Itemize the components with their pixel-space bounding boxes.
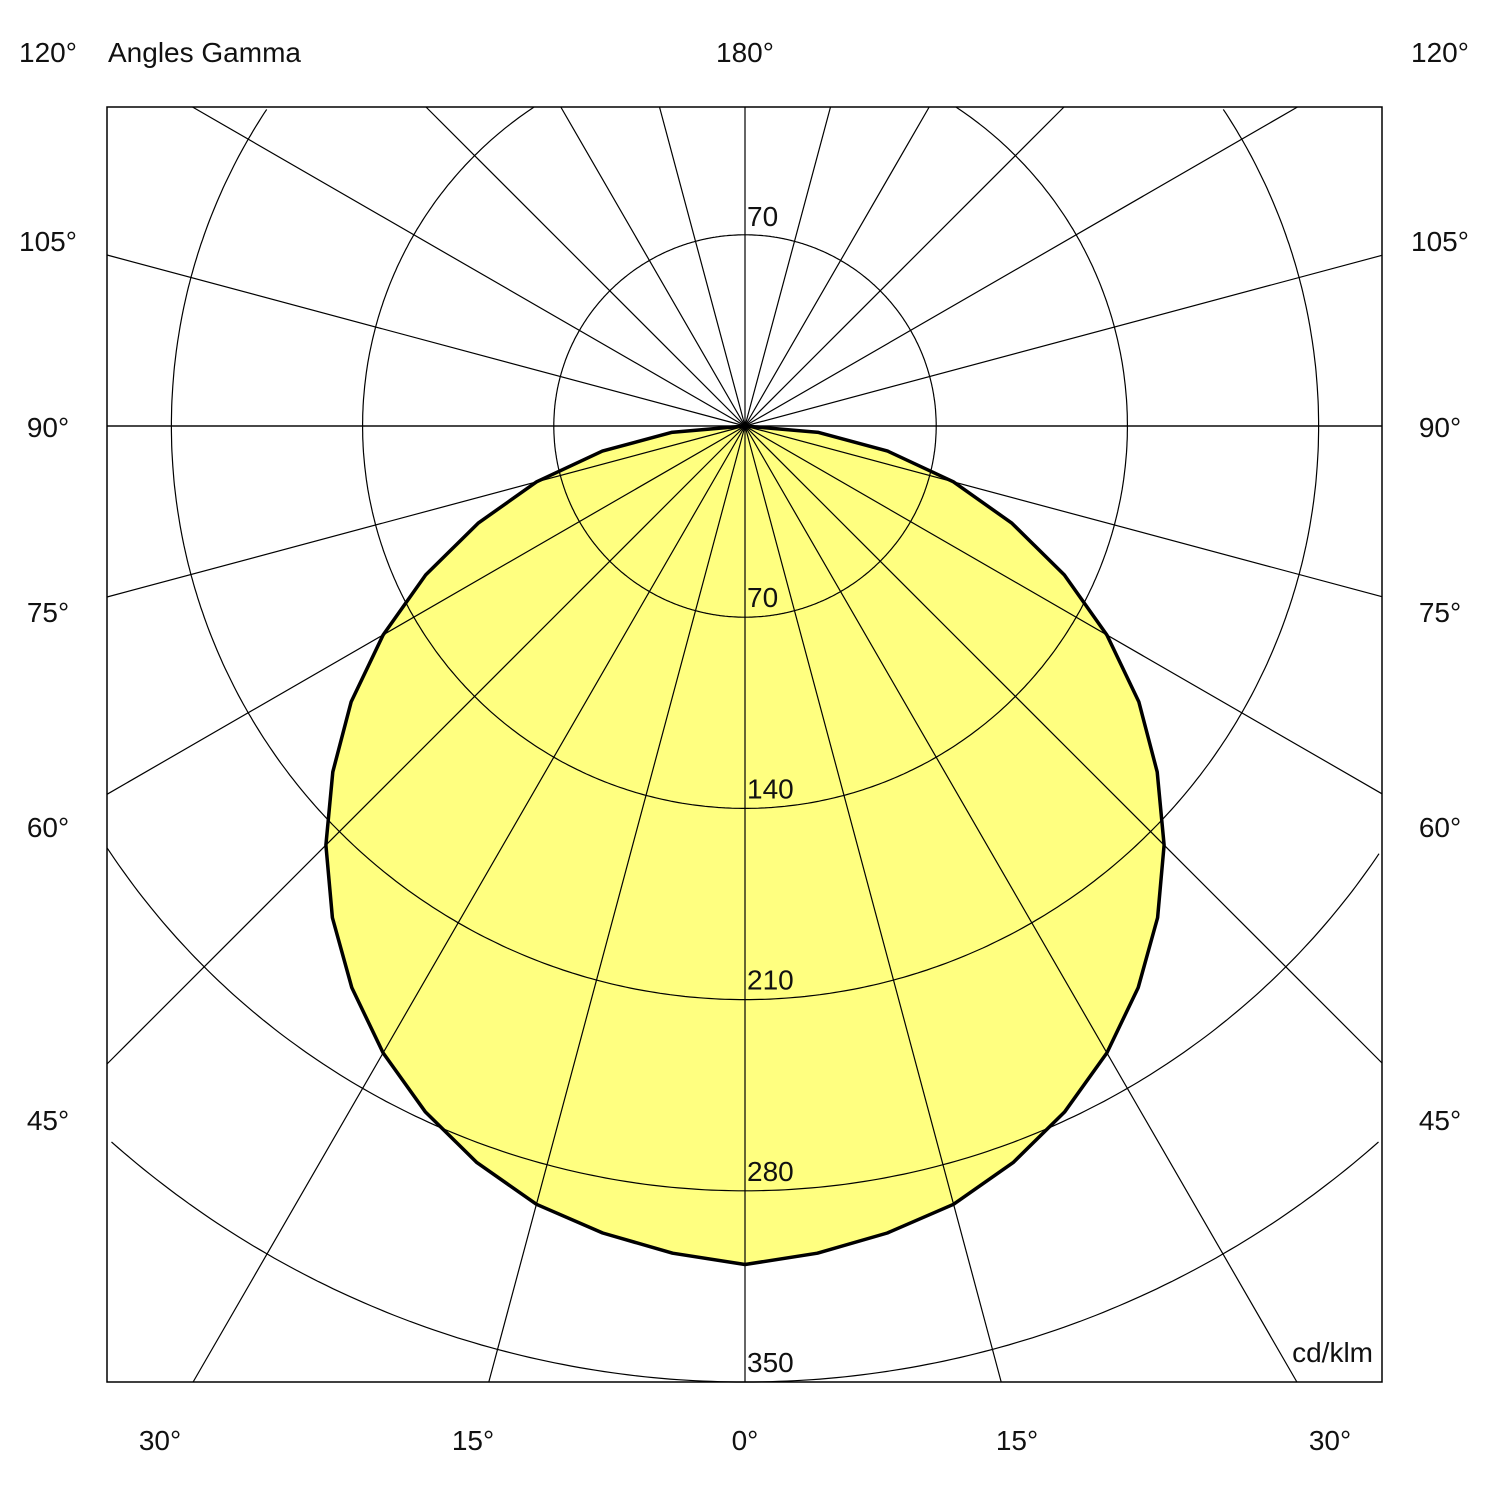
intensity-curve — [324, 424, 1166, 1267]
grid-ring — [106, 847, 1380, 1192]
right-angle-label: 45° — [1419, 1105, 1461, 1136]
radial-line — [425, 106, 746, 427]
grid-ring — [170, 109, 1320, 1001]
radial-line — [744, 106, 1298, 427]
left-angle-label: 60° — [27, 812, 69, 843]
left-angle-label: 120° — [19, 37, 77, 68]
left-angle-label: 90° — [27, 412, 69, 443]
radial-line — [560, 106, 746, 427]
right-angle-label: 120° — [1411, 37, 1469, 68]
radial-line — [106, 425, 746, 795]
left-angle-label: 75° — [27, 597, 69, 628]
upper-ring-label: 70 — [747, 201, 778, 232]
plot-frame — [106, 106, 1383, 1383]
radial-line — [106, 254, 746, 427]
radial-line — [106, 425, 746, 598]
right-angle-label: 90° — [1419, 412, 1461, 443]
ring-label: 280 — [747, 1156, 794, 1187]
right-angle-label: 60° — [1419, 812, 1461, 843]
ring-label: 70 — [747, 582, 778, 613]
top-angle-label: 180° — [716, 37, 774, 68]
bottom-angle-label: 0° — [732, 1425, 759, 1456]
left-angle-label: 105° — [19, 226, 77, 257]
bottom-angle-label: 15° — [996, 1425, 1038, 1456]
radial-line — [744, 106, 930, 427]
radial-line — [744, 425, 1383, 1064]
radial-line — [744, 425, 1002, 1383]
right-angle-label: 75° — [1419, 597, 1461, 628]
ring-label: 140 — [747, 773, 794, 804]
bottom-angle-label: 15° — [452, 1425, 494, 1456]
unit-label: cd/klm — [1292, 1337, 1373, 1368]
chart-title: Angles Gamma — [108, 37, 301, 68]
radial-line — [192, 425, 746, 1383]
grid-ring — [362, 106, 1128, 809]
radial-line — [744, 106, 1065, 427]
radial-line — [106, 425, 746, 1065]
ring-label: 350 — [747, 1347, 794, 1378]
ring-label: 210 — [747, 965, 794, 996]
radial-line — [192, 106, 746, 427]
radial-line — [744, 254, 1383, 427]
grid-ring — [111, 1141, 1379, 1383]
right-angle-label: 105° — [1411, 226, 1469, 257]
bottom-angle-label: 30° — [139, 1425, 181, 1456]
radial-line — [744, 425, 1383, 795]
radial-line — [658, 106, 746, 427]
left-angle-label: 45° — [27, 1105, 69, 1136]
bottom-angle-label: 30° — [1309, 1425, 1351, 1456]
radial-line — [744, 425, 1383, 598]
radial-line — [488, 425, 746, 1383]
radial-line — [744, 425, 1298, 1383]
radial-line — [744, 106, 832, 427]
